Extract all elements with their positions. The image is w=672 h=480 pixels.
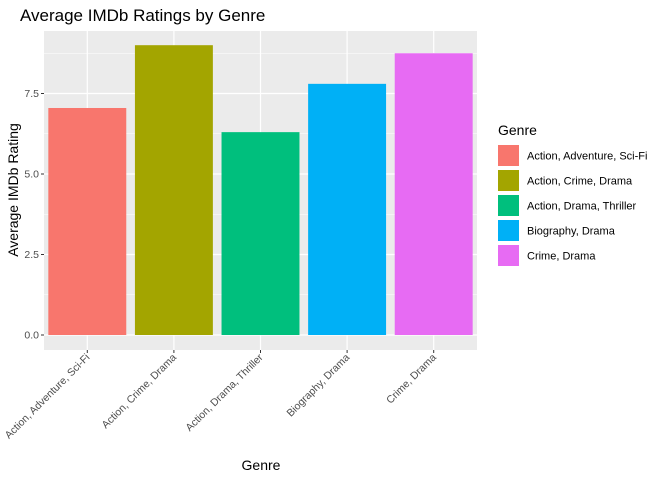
legend-key — [498, 170, 519, 191]
legend-label: Action, Drama, Thriller — [527, 201, 637, 213]
bar — [48, 108, 126, 335]
legend-label: Crime, Drama — [527, 251, 596, 263]
bar — [395, 53, 473, 335]
x-axis: Action, Adventure, Sci-Fi Action, Crime, … — [3, 350, 439, 441]
chart-title: Average IMDb Ratings by Genre — [20, 6, 265, 25]
legend-key — [498, 245, 519, 266]
y-tick-label: 0.0 — [24, 330, 39, 342]
y-axis-title: Average IMDb Rating — [5, 123, 21, 257]
y-tick-label: 7.5 — [24, 88, 39, 100]
x-tick-label: Action, Adventure, Sci-Fi — [3, 352, 93, 442]
x-tick-label: Biography, Drama — [284, 352, 352, 420]
legend: Genre Action, Adventure, Sci-Fi Action, C… — [498, 122, 647, 266]
legend-label: Biography, Drama — [527, 226, 616, 238]
x-axis-title: Genre — [242, 457, 281, 473]
legend-label: Action, Crime, Drama — [527, 176, 633, 188]
bar — [308, 84, 386, 335]
x-tick-label: Action, Crime, Drama — [100, 352, 180, 432]
legend-key — [498, 145, 519, 166]
x-tick-label: Action, Drama, Thriller — [183, 351, 266, 434]
x-tick-label: Crime, Drama — [384, 352, 439, 407]
legend-key — [498, 195, 519, 216]
legend-label: Action, Adventure, Sci-Fi — [527, 151, 647, 163]
legend-title: Genre — [498, 122, 537, 138]
legend-items: Action, Adventure, Sci-Fi Action, Crime, … — [498, 145, 647, 266]
y-tick-label: 5.0 — [24, 169, 39, 181]
y-tick-label: 2.5 — [24, 249, 39, 261]
bar — [222, 132, 300, 335]
y-axis: 0.0 2.5 5.0 7.5 — [24, 88, 44, 342]
bar — [135, 45, 213, 335]
legend-key — [498, 220, 519, 241]
